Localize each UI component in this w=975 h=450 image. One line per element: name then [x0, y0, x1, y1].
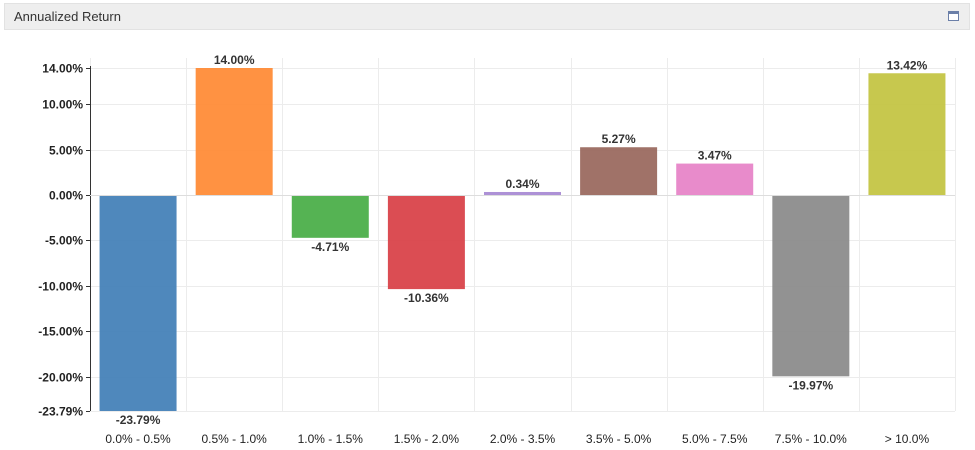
- y-tick-label: -20.00%: [38, 371, 83, 385]
- x-tick-label: 1.5% - 2.0%: [394, 432, 460, 446]
- x-tick-label: 5.0% - 7.5%: [682, 432, 748, 446]
- bar: [195, 68, 273, 196]
- bar: [676, 163, 754, 196]
- y-tick-label: -23.79%: [38, 405, 83, 419]
- bar: [291, 195, 369, 238]
- bar: [387, 195, 465, 290]
- x-tick-label: 0.5% - 1.0%: [201, 432, 267, 446]
- y-tick-label: -5.00%: [45, 234, 83, 248]
- bar: [868, 73, 946, 196]
- y-tick-label: 5.00%: [49, 144, 83, 158]
- data-label: 13.42%: [887, 58, 928, 72]
- x-tick-label: 7.5% - 10.0%: [775, 432, 847, 446]
- data-label: 5.27%: [602, 132, 636, 146]
- y-tick-label: 14.00%: [42, 62, 83, 76]
- window-maximize-icon[interactable]: [948, 11, 959, 21]
- y-tick-label: -15.00%: [38, 325, 83, 339]
- x-tick-label: 1.0% - 1.5%: [298, 432, 364, 446]
- data-label: 0.34%: [505, 177, 539, 191]
- data-label: -4.71%: [311, 240, 349, 254]
- x-tick-label: 2.0% - 3.5%: [490, 432, 556, 446]
- bar: [772, 195, 850, 377]
- panel-header: Annualized Return: [4, 3, 970, 30]
- bar: [484, 191, 561, 196]
- x-tick-label: 0.0% - 0.5%: [105, 432, 171, 446]
- panel-title: Annualized Return: [14, 9, 121, 24]
- bar: [580, 147, 658, 196]
- data-label: -19.97%: [788, 378, 833, 392]
- bar: [99, 195, 177, 411]
- y-tick-label: -10.00%: [38, 280, 83, 294]
- y-tick-label: 10.00%: [42, 98, 83, 112]
- x-tick-label: > 10.0%: [885, 432, 930, 446]
- data-label: 3.47%: [698, 149, 732, 163]
- data-label: -23.79%: [116, 413, 161, 427]
- data-label: -10.36%: [404, 291, 449, 305]
- x-tick-label: 3.5% - 5.0%: [586, 432, 652, 446]
- y-tick-label: 0.00%: [49, 189, 83, 203]
- data-label: 14.00%: [214, 53, 255, 67]
